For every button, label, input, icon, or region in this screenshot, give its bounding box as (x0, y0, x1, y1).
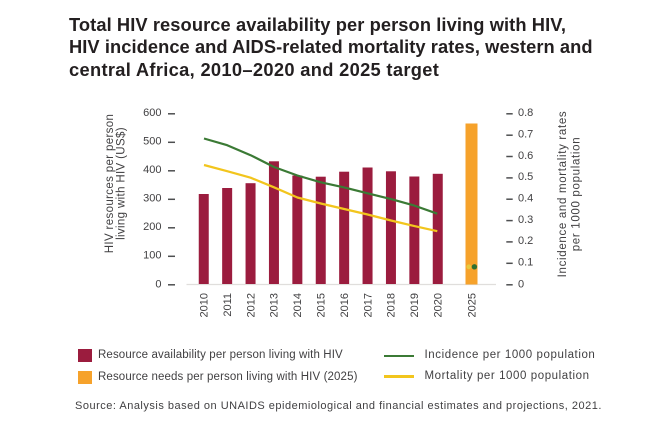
svg-text:Incidence and mortality rates: Incidence and mortality rates (557, 111, 569, 278)
svg-text:2025: 2025 (466, 293, 478, 317)
svg-text:0.7: 0.7 (518, 129, 533, 141)
svg-text:0.1: 0.1 (518, 257, 533, 269)
svg-text:2018: 2018 (386, 293, 398, 317)
svg-text:500: 500 (143, 135, 161, 147)
svg-text:2015: 2015 (316, 293, 328, 317)
svg-text:0: 0 (155, 278, 161, 290)
svg-text:0.6: 0.6 (518, 150, 533, 162)
svg-text:living with HIV (US$): living with HIV (US$) (116, 127, 128, 240)
svg-text:2020: 2020 (433, 293, 445, 317)
svg-text:2014: 2014 (292, 293, 304, 317)
svg-text:400: 400 (143, 164, 161, 176)
svg-text:HIV resources per person: HIV resources per person (104, 114, 116, 253)
svg-text:300: 300 (143, 192, 161, 204)
svg-text:0.4: 0.4 (518, 193, 533, 205)
svg-text:2012: 2012 (245, 293, 257, 317)
svg-text:2011: 2011 (222, 293, 234, 317)
svg-text:2010: 2010 (199, 293, 211, 317)
svg-text:600: 600 (143, 107, 161, 119)
svg-text:0.5: 0.5 (518, 171, 533, 183)
svg-text:0.8: 0.8 (518, 107, 533, 119)
svg-text:0.2: 0.2 (518, 235, 533, 247)
svg-text:0.3: 0.3 (518, 214, 533, 226)
svg-text:2016: 2016 (339, 293, 351, 317)
svg-text:0: 0 (518, 278, 524, 290)
svg-text:100: 100 (143, 249, 161, 261)
svg-text:200: 200 (143, 221, 161, 233)
svg-text:per 1000 population: per 1000 population (570, 137, 582, 252)
svg-text:2017: 2017 (362, 293, 374, 317)
svg-text:2019: 2019 (409, 293, 421, 317)
svg-text:2013: 2013 (269, 293, 281, 317)
